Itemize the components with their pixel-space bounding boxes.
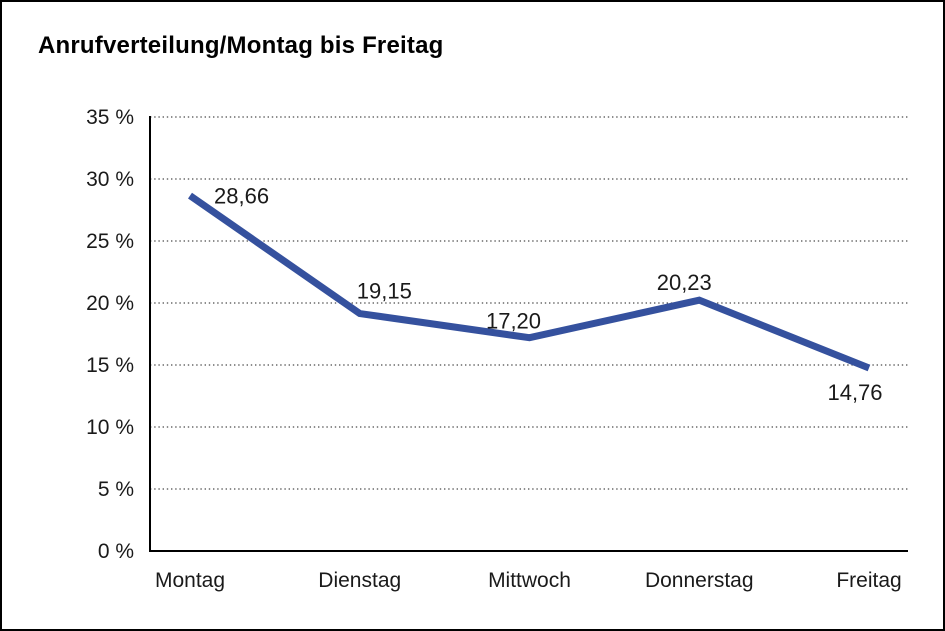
- x-category-label: Montag: [155, 569, 225, 592]
- gridlines-group: [150, 116, 908, 490]
- data-point-label: 19,15: [357, 279, 412, 304]
- x-category-label: Dienstag: [318, 569, 401, 592]
- chart-title: Anrufverteilung/Montag bis Freitag: [38, 32, 444, 59]
- axes-group: [149, 116, 908, 552]
- y-tick-label: 10 %: [86, 416, 134, 439]
- point-labels-group: 28,66 19,15 17,20 20,23 14,76: [214, 184, 883, 405]
- x-category-label: Donnerstag: [645, 569, 754, 592]
- y-tick-label: 35 %: [86, 106, 134, 129]
- y-tick-label: 5 %: [98, 478, 134, 501]
- y-tick-label: 25 %: [86, 230, 134, 253]
- x-category-label: Mittwoch: [488, 569, 571, 592]
- y-tick-label: 30 %: [86, 168, 134, 191]
- x-category-label: Freitag: [836, 569, 901, 592]
- y-tick-label: 15 %: [86, 354, 134, 377]
- ytick-labels-group: 0 % 5 % 10 % 15 % 20 % 25 % 30 % 35 %: [86, 106, 134, 563]
- data-point-label: 28,66: [214, 184, 269, 209]
- category-labels-group: Montag Dienstag Mittwoch Donnerstag Freitag: [155, 569, 902, 592]
- data-point-label: 17,20: [486, 309, 541, 334]
- data-point-label: 14,76: [827, 380, 882, 405]
- y-tick-label: 0 %: [98, 540, 134, 563]
- y-tick-label: 20 %: [86, 292, 134, 315]
- series-group: [188, 192, 871, 372]
- data-series-line: [188, 192, 871, 372]
- data-point-label: 20,23: [657, 270, 712, 295]
